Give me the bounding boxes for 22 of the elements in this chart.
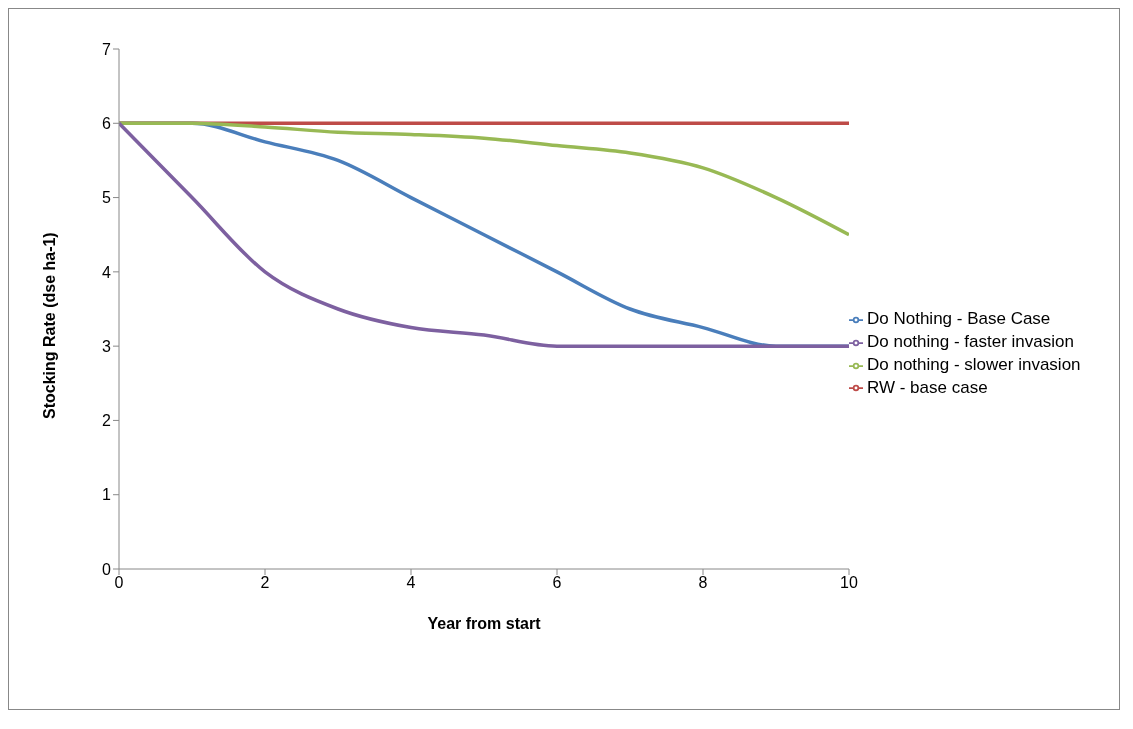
line-series (119, 121, 849, 348)
y-tick-label: 2 (102, 412, 112, 430)
legend-label: RW - base case (867, 377, 988, 397)
legend-label: Do nothing - faster invasion (867, 332, 1074, 352)
x-tick-label: 4 (406, 574, 416, 592)
y-tick-label: 4 (102, 263, 112, 281)
legend-label: Do Nothing - Base Case (867, 309, 1051, 329)
legend-label: Do nothing - slower invasion (867, 355, 1081, 374)
y-tick-label: 5 (102, 189, 112, 207)
y-tick-label: 6 (102, 114, 112, 132)
line-series (119, 121, 849, 237)
y-tick-label: 3 (102, 337, 112, 355)
x-tick-label: 10 (840, 574, 858, 592)
y-tick-label: 0 (102, 560, 112, 578)
y-tick-label: 7 (102, 40, 112, 58)
x-tick-label: 8 (698, 574, 708, 592)
x-tick-label: 2 (260, 574, 270, 592)
y-axis-title: Stocking Rate (dse ha-1) (40, 232, 58, 419)
x-tick-label: 0 (114, 574, 124, 592)
y-tick-label: 1 (102, 486, 112, 504)
x-tick-label: 6 (552, 574, 562, 592)
x-axis-title: Year from start (427, 615, 542, 632)
